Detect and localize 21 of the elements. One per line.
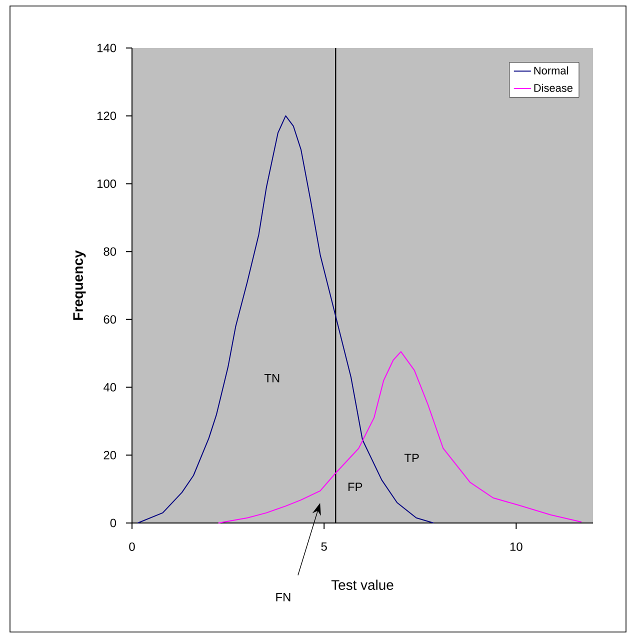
y-tick-label: 100 (97, 179, 116, 188)
y-axis-title: Frequency (73, 250, 86, 320)
y-tick-label: 40 (104, 383, 116, 392)
annotation: TP (404, 454, 419, 462)
text: FN (276, 592, 290, 602)
line-series (218, 351, 582, 524)
y-tick-label: 0 (110, 518, 116, 528)
y-tick-label: 80 (104, 247, 116, 256)
y-tick-label: 120 (97, 112, 116, 120)
legend-label: Disease (534, 84, 573, 92)
annotation: TN (264, 374, 280, 382)
y-tick-label: 20 (104, 450, 116, 460)
line-series (137, 115, 434, 524)
x-tick-label: 10 (510, 542, 522, 551)
y-tick-label: 60 (104, 315, 116, 324)
annotation: FP (348, 482, 362, 492)
x-tick-label: 0 (129, 542, 135, 551)
y-tick-label: 140 (97, 44, 116, 52)
legend-label: Normal (534, 66, 568, 74)
x-axis-title: Test value (331, 580, 394, 590)
x-tick-label: 5 (321, 542, 327, 551)
